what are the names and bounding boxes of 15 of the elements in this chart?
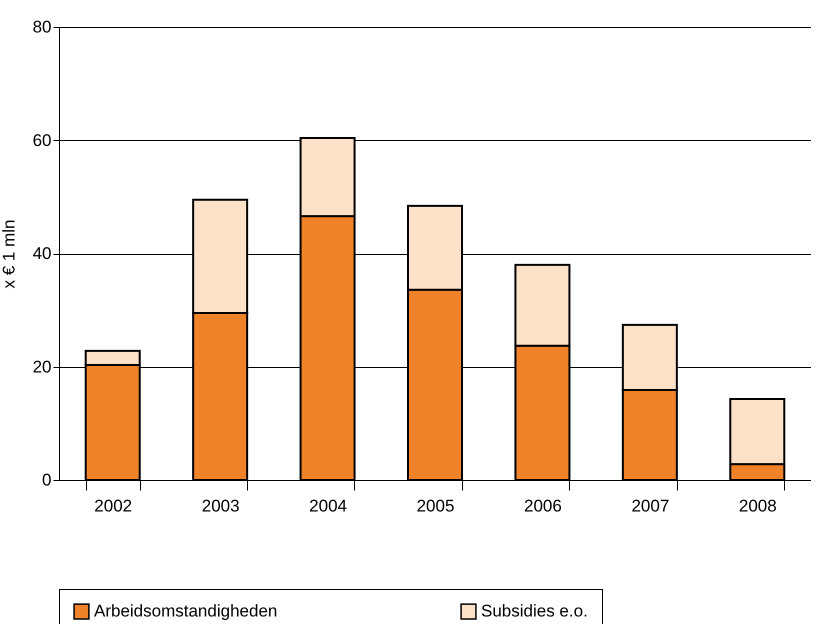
x-tick-label: 2005 [416, 496, 454, 516]
x-tick-label: 2004 [309, 496, 347, 516]
legend-label: Arbeidsomstandigheden [94, 602, 278, 621]
y-tick-label: 0 [42, 470, 52, 490]
x-tick-label: 2003 [202, 496, 240, 516]
y-tick-label: 40 [32, 244, 52, 263]
x-tick-label: 2006 [524, 496, 562, 516]
y-tick-label: 60 [32, 130, 52, 150]
x-tick-label: 2007 [631, 496, 670, 516]
legend-label: Subsidies e.o. [481, 602, 588, 621]
y-axis-title: x € 1 mln [0, 220, 19, 288]
x-tick-label: 2002 [94, 496, 132, 516]
y-tick-label: 20 [32, 357, 52, 376]
x-tick-label: 2008 [738, 496, 777, 516]
y-tick-label: 80 [32, 18, 52, 36]
